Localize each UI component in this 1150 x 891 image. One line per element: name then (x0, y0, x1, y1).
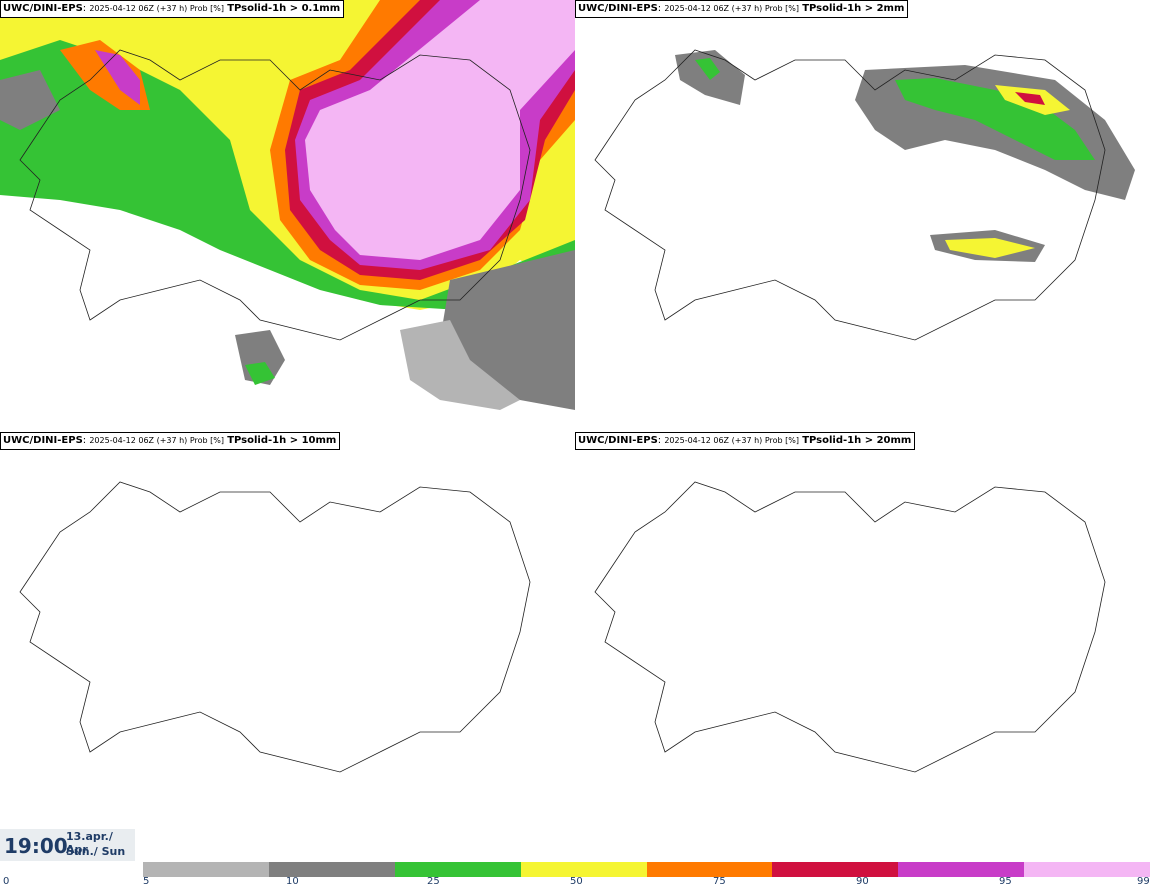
colorbar-label: 10 (286, 876, 299, 887)
variable-threshold: TPsolid-1h > 10mm (227, 435, 337, 446)
colorbar-segment (394, 862, 521, 877)
probability-map (0, 0, 575, 410)
model-source: UWC/DINI-EPS (3, 435, 83, 446)
valid-day: Sun./ Sun (66, 845, 126, 858)
run-info: 2025-04-12 06Z (+37 h) Prob [%] (89, 4, 225, 13)
run-info: 2025-04-12 06Z (+37 h) Prob [%] (664, 4, 800, 13)
coastline (19, 481, 531, 773)
coastline (594, 49, 1106, 341)
model-source: UWC/DINI-EPS (3, 3, 83, 14)
colorbar-label: 90 (856, 876, 869, 887)
probability-field (675, 50, 1135, 262)
panel-title: UWC/DINI-EPS: 2025-04-12 06Z (+37 h) Pro… (0, 0, 345, 18)
colorbar-segment (268, 862, 395, 877)
probability-map (594, 481, 1106, 773)
colorbar-segment (772, 862, 899, 877)
colorbar-label: 0 (3, 876, 10, 887)
valid-time-box: 19:00 13.apr./ Apr Sun./ Sun (0, 829, 135, 861)
coastline (594, 481, 1106, 773)
colorbar-label: 99 (1137, 876, 1150, 887)
variable-threshold: TPsolid-1h > 0.1mm (227, 3, 341, 14)
colorbar-segment (143, 862, 269, 877)
variable-threshold: TPsolid-1h > 20mm (802, 435, 912, 446)
run-info: 2025-04-12 06Z (+37 h) Prob [%] (89, 436, 225, 445)
colorbar-label: 95 (999, 876, 1012, 887)
panel-title: UWC/DINI-EPS: 2025-04-12 06Z (+37 h) Pro… (0, 432, 341, 450)
colorbar-label: 50 (570, 876, 583, 887)
model-source: UWC/DINI-EPS (578, 435, 658, 446)
colorbar-label: 5 (143, 876, 150, 887)
probability-field (0, 0, 575, 410)
colorbar-segment (520, 862, 647, 877)
valid-date: 13.apr./ Apr (66, 830, 113, 856)
map-panel-2mm: UWC/DINI-EPS: 2025-04-12 06Z (+37 h) Pro… (575, 0, 1150, 430)
panel-title: UWC/DINI-EPS: 2025-04-12 06Z (+37 h) Pro… (575, 432, 916, 450)
variable-threshold: TPsolid-1h > 2mm (802, 3, 905, 14)
colorbar-segment (1024, 862, 1150, 877)
valid-time: 19:00 (4, 834, 68, 858)
model-source: UWC/DINI-EPS (578, 3, 658, 14)
panel-title: UWC/DINI-EPS: 2025-04-12 06Z (+37 h) Pro… (575, 0, 909, 18)
colorbar-label: 25 (427, 876, 440, 887)
map-panel-10mm: UWC/DINI-EPS: 2025-04-12 06Z (+37 h) Pro… (0, 432, 575, 862)
map-panel-20mm: UWC/DINI-EPS: 2025-04-12 06Z (+37 h) Pro… (575, 432, 1150, 862)
colorbar-segment (646, 862, 773, 877)
map-panel-0.1mm: UWC/DINI-EPS: 2025-04-12 06Z (+37 h) Pro… (0, 0, 575, 430)
run-info: 2025-04-12 06Z (+37 h) Prob [%] (664, 436, 800, 445)
colorbar (143, 862, 1150, 877)
colorbar-segment (898, 862, 1025, 877)
coastline (19, 49, 531, 341)
probability-map (594, 49, 1135, 341)
colorbar-label: 75 (713, 876, 726, 887)
probability-map (19, 481, 531, 773)
